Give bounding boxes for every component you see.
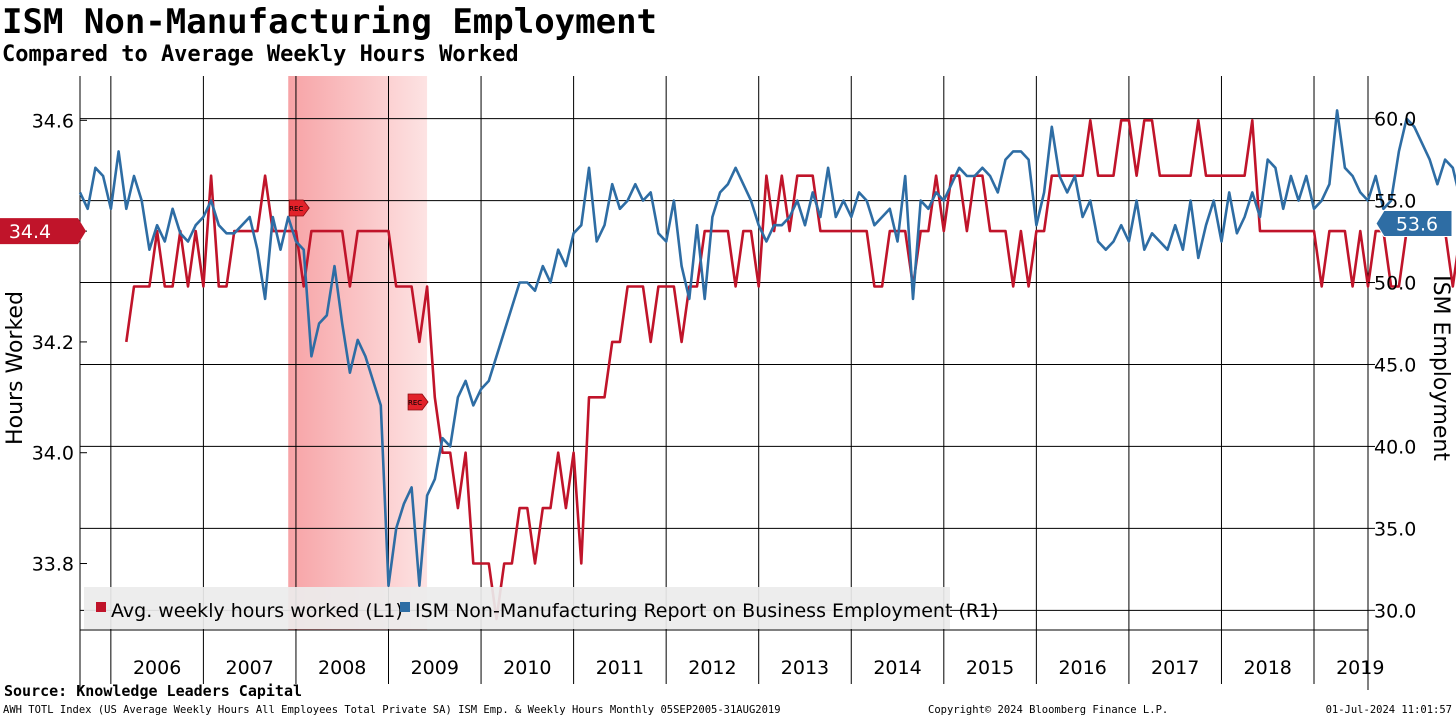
legend-swatch <box>400 602 410 612</box>
recession-marker-label: REC <box>408 399 422 407</box>
last-value-right: 53.6 <box>1375 210 1453 238</box>
x-tick-label: 2013 <box>781 657 829 679</box>
x-tick-label: 2015 <box>966 657 1014 679</box>
recession-band <box>288 76 428 630</box>
right-tick-label: 45.0 <box>1374 354 1416 376</box>
x-tick-label: 2017 <box>1151 657 1199 679</box>
recession-band-layer <box>288 76 428 630</box>
series-line-hours <box>125 119 1456 621</box>
axes-layer: 33.8 34.0 34.2 34.4 34.6 30.0 35.0 40.0 45.0 50.0… <box>0 109 1453 690</box>
x-tick-label: 2019 <box>1336 657 1384 679</box>
grid-layer <box>80 76 1368 630</box>
left-tick-label: 33.8 <box>32 554 74 576</box>
recession-marker-shape <box>288 199 310 217</box>
right-tick-label: 55.0 <box>1374 191 1416 213</box>
recession-marker-shape <box>407 393 429 411</box>
chart: REC REC Avg. weekly hours worked (L1) ISM … <box>0 76 1456 690</box>
chart-subtitle: Compared to Average Weekly Hours Worked <box>2 42 519 67</box>
series-layer: REC REC <box>78 109 1456 621</box>
right-tick-label: 35.0 <box>1374 518 1416 540</box>
recession-marker-label: REC <box>289 205 303 213</box>
right-tick-label: 50.0 <box>1374 273 1416 295</box>
x-tick-label: 2018 <box>1244 657 1292 679</box>
recession-marker: REC <box>288 199 310 217</box>
x-tick-label: 2008 <box>318 657 366 679</box>
legend-box <box>84 587 950 629</box>
x-tick-label: 2007 <box>225 657 273 679</box>
legend-swatch <box>96 602 106 612</box>
legend: Avg. weekly hours worked (L1) ISM Non-Man… <box>84 587 999 629</box>
x-tick-label: 2009 <box>411 657 459 679</box>
legend-label: Avg. weekly hours worked (L1) <box>111 600 403 622</box>
recession-marker: REC <box>407 393 429 411</box>
chart-title: ISM Non-Manufacturing Employment <box>2 2 658 42</box>
x-tick-label: 2016 <box>1058 657 1106 679</box>
x-tick-label: 2012 <box>688 657 736 679</box>
x-tick-label: 2010 <box>503 657 551 679</box>
right-tick-label: 30.0 <box>1374 600 1416 622</box>
last-value-left-shape <box>0 218 86 245</box>
plot-frame-layer <box>79 76 1369 631</box>
last-value-right-label: 53.6 <box>1396 214 1438 236</box>
last-value-left: 34.4 <box>0 218 86 245</box>
footer-copyright: Copyright© 2024 Bloomberg Finance L.P. <box>928 704 1169 716</box>
last-value-right-shape <box>1375 210 1453 238</box>
x-tick-label: 2011 <box>596 657 644 679</box>
footer-date: 01-Jul-2024 11:01:57 <box>1325 704 1452 716</box>
series-line-ism <box>78 109 1456 588</box>
source-note: Source: Knowledge Leaders Capital <box>4 682 303 700</box>
left-tick-label: 34.6 <box>32 110 74 132</box>
legend-label: ISM Non-Manufacturing Report on Business… <box>415 600 999 622</box>
right-axis-title: ISM Employment <box>1428 275 1453 461</box>
last-value-left-label: 34.4 <box>9 221 51 243</box>
x-tick-label: 2014 <box>873 657 921 679</box>
left-tick-label: 34.2 <box>32 332 74 354</box>
left-axis-title: Hours Worked <box>3 291 28 445</box>
x-tick-label: 2006 <box>133 657 181 679</box>
right-tick-label: 40.0 <box>1374 436 1416 458</box>
footer-description: AWH TOTL Index (US Average Weekly Hours … <box>3 704 781 716</box>
left-tick-label: 34.0 <box>32 443 74 465</box>
right-tick-label: 60.0 <box>1374 109 1416 131</box>
